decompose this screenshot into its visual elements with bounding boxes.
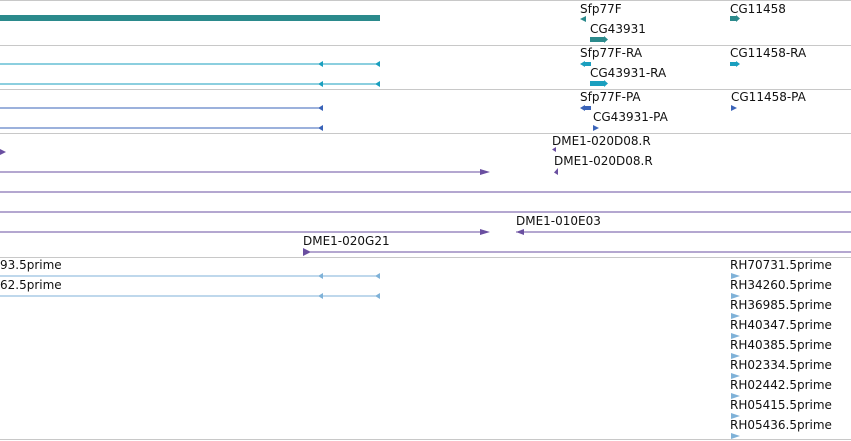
dme-line-1-arrow — [480, 169, 490, 175]
separator-dme-est — [0, 257, 851, 258]
est-right-arrow-2[interactable] — [731, 293, 740, 299]
separator-gene-mrna — [0, 45, 851, 46]
protein-cg11458-pa-label[interactable]: CG11458-PA — [731, 90, 806, 104]
est-right-arrow-7[interactable] — [731, 393, 740, 399]
est-right-label-4[interactable]: RH40347.5prime — [730, 318, 832, 332]
est-left-exon-1b — [375, 273, 380, 279]
protein-cg43931-pa-label[interactable]: CG43931-PA — [593, 110, 668, 124]
mrna-cg11458-ra-arrow — [736, 61, 740, 67]
est-right-arrow-5[interactable] — [731, 353, 740, 359]
gene-track — [0, 15, 740, 43]
protein-left-end-1 — [318, 105, 323, 111]
est-right-arrow-8[interactable] — [731, 413, 740, 419]
dme-g21-arrow — [303, 248, 311, 256]
est-right-label-6[interactable]: RH02334.5prime — [730, 358, 832, 372]
est-left-exon-2a — [318, 293, 323, 299]
gene-cg11458-label[interactable]: CG11458 — [730, 2, 786, 16]
protein-sfp77f-pa-label[interactable]: Sfp77F-PA — [580, 90, 641, 104]
protein-cg43931-pa-arrow[interactable] — [593, 125, 599, 131]
gene-cg43931-arrow — [604, 36, 608, 43]
mrna-cg43931-ra-label[interactable]: CG43931-RA — [590, 66, 667, 80]
gene-cg43931-label[interactable]: CG43931 — [590, 22, 646, 36]
mrna-sfp77f-ra-block — [585, 62, 591, 66]
dme-r1-arrow[interactable] — [552, 147, 556, 152]
mrna-track — [0, 61, 740, 87]
separator-protein-dme — [0, 133, 851, 134]
protein-cg11458-pa-arrow[interactable] — [731, 105, 737, 111]
mrna-sfp77f-ra-label[interactable]: Sfp77F-RA — [580, 46, 643, 60]
est-right-label-5[interactable]: RH40385.5prime — [730, 338, 832, 352]
gene-cg11458-arrow — [736, 15, 740, 22]
est-right-label-2[interactable]: RH34260.5prime — [730, 278, 832, 292]
protein-track — [0, 105, 737, 131]
est-right-label-9[interactable]: RH05436.5prime — [730, 418, 832, 432]
dme-e03-label[interactable]: DME1-010E03 — [516, 214, 601, 228]
est-right-arrow-6[interactable] — [731, 373, 740, 379]
separator-top — [0, 0, 851, 1]
dme-g21-label[interactable]: DME1-020G21 — [303, 234, 390, 248]
gene-sfp77f-label[interactable]: Sfp77F — [580, 2, 622, 16]
mrna-left-exon-1a — [318, 61, 323, 67]
gene-cg43931-feature[interactable] — [590, 37, 604, 42]
mrna-sfp77f-ra-arrow[interactable] — [580, 61, 585, 67]
separator-bottom — [0, 439, 851, 440]
mrna-cg11458-ra-feature[interactable] — [730, 62, 736, 66]
dme-left-arrow[interactable] — [0, 149, 6, 155]
protein-left-end-2 — [318, 125, 323, 131]
mrna-cg43931-ra-arrow — [604, 80, 608, 87]
est-right-arrow-3[interactable] — [731, 313, 740, 319]
est-right-label-8[interactable]: RH05415.5prime — [730, 398, 832, 412]
mrna-left-exon-1b — [375, 61, 380, 67]
est-right-label-7[interactable]: RH02442.5prime — [730, 378, 832, 392]
est-left-exon-2b — [375, 293, 380, 299]
mrna-left-exon-2b — [375, 81, 380, 87]
gene-sfp77f-arrow[interactable] — [580, 16, 586, 22]
mrna-cg11458-ra-label[interactable]: CG11458-RA — [730, 46, 807, 60]
gene-cg11458-feature[interactable] — [730, 16, 736, 21]
est-left-label-1[interactable]: 93.5prime — [0, 258, 62, 272]
est-left-exon-1a — [318, 273, 323, 279]
dme-r1-label[interactable]: DME1-020D08.R — [552, 134, 651, 148]
dme-r2-label[interactable]: DME1-020D08.R — [554, 154, 653, 168]
mrna-left-exon-2a — [318, 81, 323, 87]
est-right-label-1[interactable]: RH70731.5prime — [730, 258, 832, 272]
dme-e03-arrow — [516, 229, 524, 235]
gene-feature-left[interactable] — [0, 15, 380, 21]
mrna-cg43931-ra-feature[interactable] — [590, 81, 604, 86]
dme-r2-arrow[interactable] — [554, 168, 558, 175]
protein-sfp77f-pa-block — [585, 106, 591, 110]
protein-sfp77f-pa-arrow[interactable] — [580, 105, 585, 111]
est-left-label-2[interactable]: 62.5prime — [0, 278, 62, 292]
est-right-arrow-9[interactable] — [731, 433, 740, 439]
est-track — [0, 273, 740, 439]
dme-line-4-arrow — [480, 229, 490, 235]
est-right-arrow-1[interactable] — [731, 273, 740, 279]
est-right-label-3[interactable]: RH36985.5prime — [730, 298, 832, 312]
separator-mrna-protein — [0, 89, 851, 90]
est-right-arrow-4[interactable] — [731, 333, 740, 339]
dme-track — [0, 147, 851, 256]
